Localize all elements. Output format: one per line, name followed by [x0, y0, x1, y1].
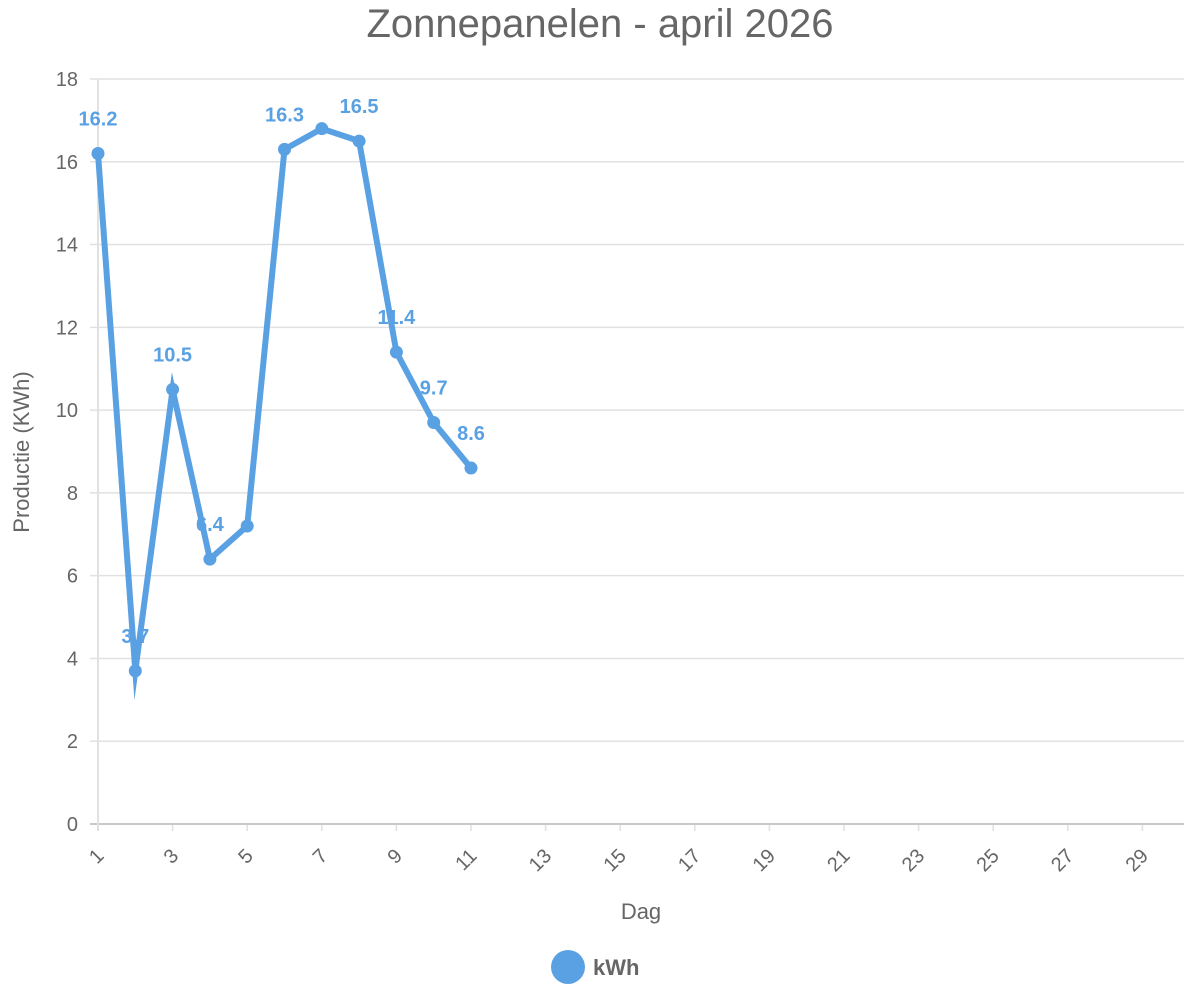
x-tick-label-11: 11 — [451, 845, 481, 875]
x-tick-label-25: 25 — [972, 845, 1003, 876]
legend-label-kwh: kWh — [593, 955, 639, 980]
y-tick-label-0: 0 — [67, 814, 78, 836]
x-tick-label-15: 15 — [599, 845, 630, 876]
data-point-day-11 — [464, 461, 478, 475]
x-axis-label: Dag — [621, 899, 661, 924]
chart-title: Zonnepanelen - april 2026 — [366, 2, 833, 46]
x-tick-label-29: 29 — [1122, 845, 1153, 876]
x-tick-label-9: 9 — [384, 845, 407, 868]
data-label-day-10: 9.7 — [420, 378, 448, 400]
data-label-day-11: 8.6 — [457, 423, 485, 445]
y-tick-label-12: 12 — [56, 317, 78, 339]
x-tick-label-21: 21 — [823, 845, 854, 876]
data-point-day-6 — [278, 142, 291, 156]
data-labels: 16.2 3.7 10.5 6.4 16.3 16.5 11.4 9.7 8.6 — [79, 96, 485, 648]
series-group — [91, 122, 478, 701]
data-label-day-6: 16.3 — [265, 104, 304, 126]
y-tick-label-6: 6 — [67, 566, 78, 588]
x-tick-label-23: 23 — [898, 845, 929, 876]
data-label-day-4: 6.4 — [196, 514, 225, 536]
data-point-day-7 — [315, 122, 329, 136]
series-line-0 — [95, 125, 474, 701]
y-tick-label-8: 8 — [67, 483, 78, 505]
data-label-day-1: 16.2 — [79, 109, 118, 131]
data-point-day-3 — [166, 382, 180, 396]
y-tick-label-18: 18 — [56, 69, 78, 91]
data-point-day-2 — [128, 664, 142, 678]
y-tick-label-10: 10 — [56, 400, 78, 422]
x-tick-labels: 1 3 5 7 9 11 13 15 17 19 21 23 25 27 29 — [85, 845, 1153, 876]
x-tick-label-3: 3 — [160, 845, 183, 868]
x-tick-label-1: 1 — [85, 845, 108, 868]
data-label-day-9: 11.4 — [377, 307, 416, 329]
x-tick-label-19: 19 — [749, 845, 780, 876]
y-tick-label-2: 2 — [67, 731, 78, 753]
x-tick-label-5: 5 — [234, 845, 257, 868]
data-label-day-2: 3.7 — [121, 626, 149, 648]
legend-swatch-kwh — [551, 950, 585, 984]
x-tick-label-13: 13 — [525, 845, 556, 876]
data-point-day-9 — [389, 345, 403, 359]
x-tick-label-27: 27 — [1047, 845, 1078, 876]
y-axis-label: Productie (KWh) — [9, 371, 34, 532]
y-tick-label-16: 16 — [56, 152, 78, 174]
x-tick-label-17: 17 — [674, 845, 705, 876]
y-tick-label-14: 14 — [56, 235, 78, 257]
data-label-day-3: 10.5 — [153, 344, 192, 366]
data-label-day-8: 16.5 — [340, 96, 379, 118]
x-tick-label-7: 7 — [309, 845, 332, 868]
data-point-day-4 — [203, 552, 217, 566]
data-point-day-5 — [240, 519, 254, 533]
y-tick-label-4: 4 — [67, 648, 78, 670]
data-point-day-1 — [91, 147, 105, 160]
data-point-day-10 — [427, 416, 441, 430]
y-tick-labels: 0 2 4 6 8 10 12 14 16 18 — [56, 69, 78, 836]
legend[interactable]: kWh — [551, 950, 639, 984]
data-point-day-8 — [352, 134, 366, 148]
